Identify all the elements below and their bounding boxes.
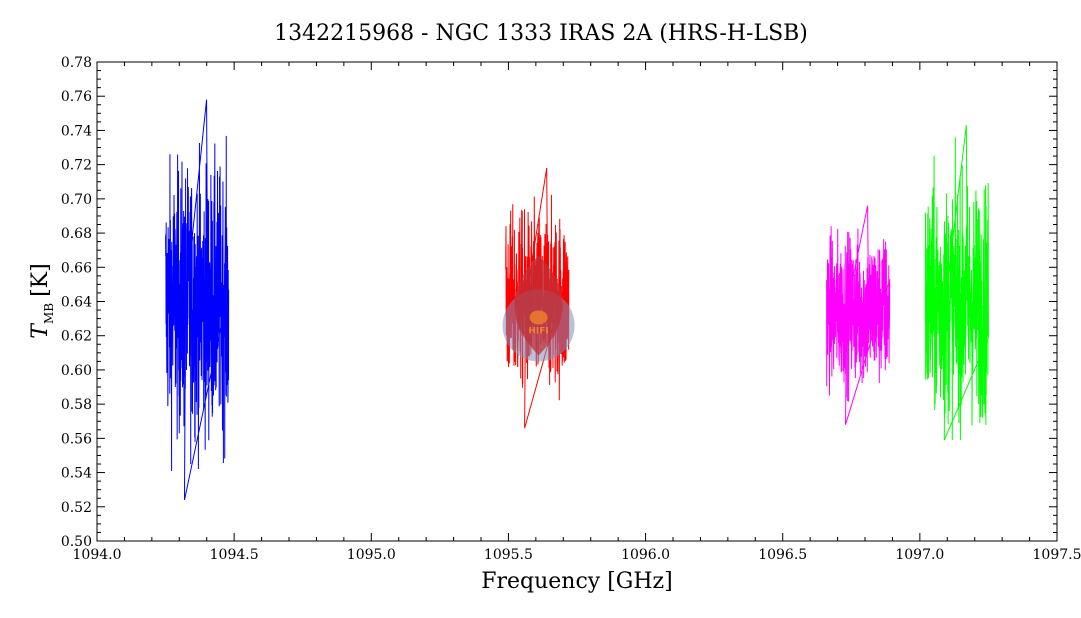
y-axis-symbol: T bbox=[28, 322, 53, 339]
x-tick-label-5: 1096.5 bbox=[758, 547, 807, 563]
y-tick-label-0: 0.50 bbox=[61, 534, 92, 550]
spectrum-series-0 bbox=[165, 99, 230, 501]
y-tick-label-5: 0.60 bbox=[61, 363, 92, 379]
y-tick-label-14: 0.78 bbox=[61, 55, 92, 71]
y-tick-label-12: 0.74 bbox=[61, 123, 92, 139]
x-tick-label-7: 1097.5 bbox=[1033, 547, 1081, 563]
y-tick-label-6: 0.62 bbox=[61, 329, 92, 345]
spectrum-series-2 bbox=[826, 205, 891, 425]
x-tick-label-2: 1095.0 bbox=[347, 547, 396, 563]
x-axis-label: Frequency [GHz] bbox=[481, 569, 673, 594]
y-axis-label: TMB [K] bbox=[28, 263, 56, 338]
watermark-glow bbox=[529, 310, 548, 325]
y-tick-label-7: 0.64 bbox=[61, 295, 92, 311]
y-tick-label-11: 0.72 bbox=[61, 158, 92, 174]
y-tick-label-8: 0.66 bbox=[61, 260, 92, 276]
y-tick-label-10: 0.70 bbox=[61, 192, 92, 208]
watermark-logo: HIFI bbox=[502, 255, 575, 362]
y-axis-unit: [K] bbox=[28, 263, 53, 297]
y-tick-label-4: 0.58 bbox=[61, 397, 92, 413]
spectrum-series-3 bbox=[924, 125, 989, 441]
watermark-text: HIFI bbox=[528, 326, 548, 336]
x-tick-label-6: 1097.0 bbox=[895, 547, 944, 563]
chart-title: 1342215968 - NGC 1333 IRAS 2A (HRS-H-LSB… bbox=[274, 21, 808, 46]
y-tick-label-9: 0.68 bbox=[61, 226, 92, 242]
y-axis-subscript: MB bbox=[42, 303, 56, 324]
y-tick-label-3: 0.56 bbox=[61, 431, 92, 447]
axis-ticks: 1094.0 1094.5 1095.0 1095.5 1096.0 1096.5 1097… bbox=[61, 55, 1081, 563]
series-layer bbox=[165, 99, 989, 501]
x-tick-label-4: 1096.0 bbox=[621, 547, 670, 563]
plot-frame bbox=[96, 61, 1058, 542]
x-tick-label-3: 1095.5 bbox=[484, 547, 533, 563]
watermark-drop bbox=[514, 255, 563, 356]
y-tick-label-1: 0.52 bbox=[61, 500, 92, 516]
y-tick-label-13: 0.76 bbox=[61, 89, 92, 105]
x-tick-label-1: 1094.5 bbox=[210, 547, 259, 563]
y-tick-label-2: 0.54 bbox=[61, 466, 92, 482]
x-tick-label-0: 1094.0 bbox=[73, 547, 122, 563]
